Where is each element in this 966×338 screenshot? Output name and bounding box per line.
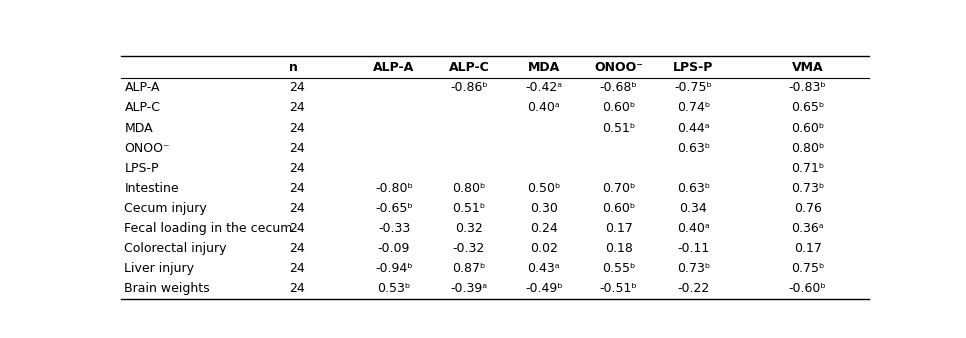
Text: 0.75ᵇ: 0.75ᵇ: [791, 262, 824, 275]
Text: 24: 24: [289, 262, 305, 275]
Text: 24: 24: [289, 162, 305, 175]
Text: LPS-P: LPS-P: [125, 162, 159, 175]
Text: ALP-A: ALP-A: [125, 81, 160, 94]
Text: VMA: VMA: [792, 62, 823, 74]
Text: 0.18: 0.18: [605, 242, 633, 255]
Text: MDA: MDA: [527, 62, 560, 74]
Text: 0.70ᵇ: 0.70ᵇ: [602, 182, 636, 195]
Text: 0.55ᵇ: 0.55ᵇ: [602, 262, 636, 275]
Text: 24: 24: [289, 81, 305, 94]
Text: 0.17: 0.17: [794, 242, 821, 255]
Text: -0.32: -0.32: [453, 242, 485, 255]
Text: 24: 24: [289, 142, 305, 154]
Text: 0.63ᵇ: 0.63ᵇ: [677, 142, 710, 154]
Text: 24: 24: [289, 121, 305, 135]
Text: 0.34: 0.34: [680, 202, 707, 215]
Text: 0.51ᵇ: 0.51ᵇ: [452, 202, 486, 215]
Text: ALP-C: ALP-C: [125, 101, 160, 115]
Text: 0.36ᵃ: 0.36ᵃ: [791, 222, 824, 235]
Text: 0.17: 0.17: [605, 222, 633, 235]
Text: 0.80ᵇ: 0.80ᵇ: [452, 182, 486, 195]
Text: -0.80ᵇ: -0.80ᵇ: [375, 182, 412, 195]
Text: 0.24: 0.24: [530, 222, 557, 235]
Text: -0.33: -0.33: [378, 222, 411, 235]
Text: 24: 24: [289, 202, 305, 215]
Text: -0.83ᵇ: -0.83ᵇ: [789, 81, 827, 94]
Text: Brain weights: Brain weights: [125, 282, 211, 295]
Text: Fecal loading in the cecum: Fecal loading in the cecum: [125, 222, 293, 235]
Text: -0.22: -0.22: [677, 282, 710, 295]
Text: 0.60ᵇ: 0.60ᵇ: [602, 202, 636, 215]
Text: -0.51ᵇ: -0.51ᵇ: [600, 282, 638, 295]
Text: 0.44ᵃ: 0.44ᵃ: [677, 121, 710, 135]
Text: 24: 24: [289, 182, 305, 195]
Text: 0.32: 0.32: [455, 222, 483, 235]
Text: 0.87ᵇ: 0.87ᵇ: [452, 262, 486, 275]
Text: ALP-A: ALP-A: [374, 62, 414, 74]
Text: -0.68ᵇ: -0.68ᵇ: [600, 81, 638, 94]
Text: 24: 24: [289, 282, 305, 295]
Text: -0.39ᵃ: -0.39ᵃ: [450, 282, 488, 295]
Text: n: n: [289, 62, 298, 74]
Text: -0.09: -0.09: [378, 242, 411, 255]
Text: 0.30: 0.30: [529, 202, 557, 215]
Text: 0.60ᵇ: 0.60ᵇ: [791, 121, 824, 135]
Text: 0.74ᵇ: 0.74ᵇ: [677, 101, 710, 115]
Text: 24: 24: [289, 101, 305, 115]
Text: ONOO⁻: ONOO⁻: [594, 62, 643, 74]
Text: 0.51ᵇ: 0.51ᵇ: [602, 121, 636, 135]
Text: -0.60ᵇ: -0.60ᵇ: [789, 282, 827, 295]
Text: Intestine: Intestine: [125, 182, 179, 195]
Text: -0.11: -0.11: [677, 242, 710, 255]
Text: 0.60ᵇ: 0.60ᵇ: [602, 101, 636, 115]
Text: 0.02: 0.02: [529, 242, 557, 255]
Text: 0.63ᵇ: 0.63ᵇ: [677, 182, 710, 195]
Text: -0.49ᵇ: -0.49ᵇ: [525, 282, 562, 295]
Text: 24: 24: [289, 222, 305, 235]
Text: 0.65ᵇ: 0.65ᵇ: [791, 101, 824, 115]
Text: 0.73ᵇ: 0.73ᵇ: [791, 182, 824, 195]
Text: MDA: MDA: [125, 121, 154, 135]
Text: -0.65ᵇ: -0.65ᵇ: [375, 202, 412, 215]
Text: 0.76: 0.76: [794, 202, 821, 215]
Text: -0.42ᵃ: -0.42ᵃ: [526, 81, 562, 94]
Text: 0.80ᵇ: 0.80ᵇ: [791, 142, 824, 154]
Text: 0.50ᵇ: 0.50ᵇ: [527, 182, 560, 195]
Text: -0.86ᵇ: -0.86ᵇ: [450, 81, 488, 94]
Text: 0.71ᵇ: 0.71ᵇ: [791, 162, 824, 175]
Text: Liver injury: Liver injury: [125, 262, 194, 275]
Text: -0.75ᵇ: -0.75ᵇ: [674, 81, 712, 94]
Text: 24: 24: [289, 242, 305, 255]
Text: 0.40ᵃ: 0.40ᵃ: [677, 222, 710, 235]
Text: ALP-C: ALP-C: [448, 62, 489, 74]
Text: ONOO⁻: ONOO⁻: [125, 142, 170, 154]
Text: 0.40ᵃ: 0.40ᵃ: [527, 101, 560, 115]
Text: 0.73ᵇ: 0.73ᵇ: [677, 262, 710, 275]
Text: 0.53ᵇ: 0.53ᵇ: [378, 282, 411, 295]
Text: Colorectal injury: Colorectal injury: [125, 242, 227, 255]
Text: 0.43ᵃ: 0.43ᵃ: [527, 262, 560, 275]
Text: -0.94ᵇ: -0.94ᵇ: [375, 262, 412, 275]
Text: Cecum injury: Cecum injury: [125, 202, 208, 215]
Text: LPS-P: LPS-P: [673, 62, 714, 74]
